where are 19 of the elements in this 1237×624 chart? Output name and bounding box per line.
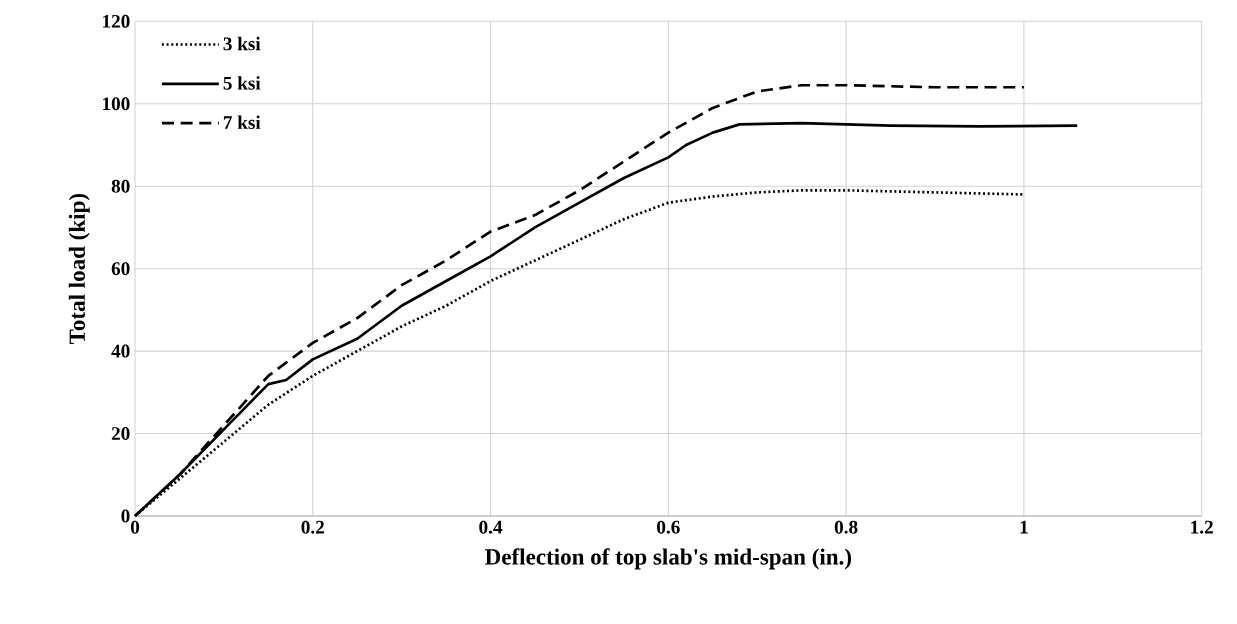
legend-label: 5 ksi xyxy=(223,76,261,90)
x-tick-label: 0.6 xyxy=(657,520,680,534)
x-tick-label: 0.4 xyxy=(479,520,503,534)
legend-label: 7 ksi xyxy=(223,115,261,129)
legend-label: 3 ksi xyxy=(223,36,261,51)
x-tick-label: 0.8 xyxy=(834,520,858,534)
y-tick-label: 0 xyxy=(121,509,130,523)
y-tick-label: 40 xyxy=(111,344,130,358)
y-tick-label: 100 xyxy=(103,97,130,111)
x-tick-label: 1 xyxy=(1020,520,1028,534)
x-axis-title: Deflection of top slab's mid-span (in.) xyxy=(485,548,852,570)
y-tick-label: 20 xyxy=(111,427,130,441)
y-axis-title: Total load (kip) xyxy=(68,193,90,345)
y-tick-label: 60 xyxy=(111,262,130,276)
y-tick-label: 120 xyxy=(103,14,130,28)
x-tick-label: 1.2 xyxy=(1191,520,1213,534)
x-tick-label: 0 xyxy=(130,520,140,534)
x-tick-label: 0.2 xyxy=(301,520,324,534)
y-tick-label: 80 xyxy=(111,179,130,193)
